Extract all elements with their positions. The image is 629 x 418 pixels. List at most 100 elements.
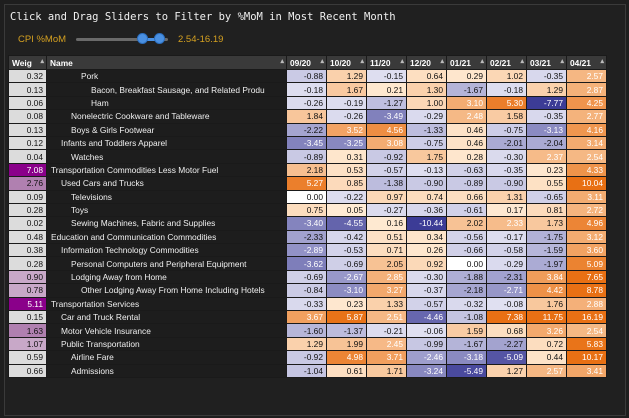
column-header-01-21[interactable]: 01/21 ▴ <box>446 55 487 70</box>
column-header-11-20[interactable]: 11/20 ▴ <box>366 55 407 70</box>
table-row[interactable]: 1.63 Motor Vehicle Insurance -1.60 -1.37 -0.… <box>8 323 607 338</box>
item-name-cell: Admissions <box>46 363 287 378</box>
mom-value-cell: 2.54 <box>566 323 607 338</box>
table-row[interactable]: 0.09 Televisions 0.00 -0.22 0.97 0.74 0.66 1.31… <box>8 189 607 204</box>
mom-value-cell: 1.29 <box>326 68 367 84</box>
table-row[interactable]: 0.32 Pork -0.88 1.29 -0.15 0.64 0.29 1.02 -0.35 2… <box>8 68 607 84</box>
column-header-label: Name <box>50 57 73 68</box>
slider-max-handle[interactable] <box>153 33 165 44</box>
table-row[interactable]: 0.28 Personal Computers and Peripheral Eq… <box>8 256 607 271</box>
mom-value-cell: 2.88 <box>566 296 607 312</box>
mom-value-cell: 2.05 <box>366 256 407 271</box>
sort-icon[interactable]: ▴ <box>600 58 604 65</box>
mom-value-cell: -0.58 <box>486 243 527 258</box>
mom-value-cell: 1.00 <box>406 95 447 111</box>
column-header-02-21[interactable]: 02/21 ▴ <box>486 55 527 70</box>
mom-value-cell: 0.00 <box>286 189 327 204</box>
table-row[interactable]: 0.04 Watches -0.89 0.31 -0.92 1.75 0.28 -0.30 2.… <box>8 149 607 164</box>
sort-icon[interactable]: ▴ <box>440 58 444 65</box>
mom-value-cell: 0.51 <box>366 229 407 245</box>
mom-value-cell: 3.08 <box>366 135 407 151</box>
table-row[interactable]: 0.59 Airline Fare -0.92 4.98 3.71 -2.46 -3.18-… <box>8 350 607 365</box>
table-row[interactable]: 0.28 Toys 0.75 0.05 -0.27 -0.36 -0.61 0.17 0.81 2… <box>8 202 607 218</box>
weight-cell: 5.11 <box>8 296 47 312</box>
mom-value-cell: -1.88 <box>446 269 487 285</box>
mom-value-cell: -0.15 <box>366 68 407 84</box>
mom-value-cell: -2.01 <box>486 135 527 151</box>
column-header-label: Weig <box>12 57 32 68</box>
column-header-03-21[interactable]: 03/21 ▴ <box>526 55 567 70</box>
table-row[interactable]: 7.08 Transportation Commodities Less Moto… <box>8 162 607 178</box>
sort-icon[interactable]: ▴ <box>560 58 564 65</box>
mom-value-cell: -0.32 <box>446 296 487 312</box>
table-row[interactable]: 0.66 Admissions -1.04 0.61 1.71 -3.24 -5.49 1.2… <box>8 363 607 378</box>
table-row[interactable]: 0.13 Boys & Girls Footwear -2.22 3.52 4.56 -1… <box>8 122 607 137</box>
column-header-label: 09/20 <box>290 57 311 68</box>
table-row[interactable]: 2.76 Used Cars and Trucks 5.27 0.85 -1.38 -0.… <box>8 176 607 191</box>
table-row[interactable]: 0.08 Nonelectric Cookware and Tableware 1.… <box>8 109 607 124</box>
mom-value-cell: 4.42 <box>526 283 567 298</box>
sort-icon[interactable]: ▴ <box>320 58 324 65</box>
table-row[interactable]: 0.12 Infants and Toddlers Apparel -3.45 -3.… <box>8 135 607 151</box>
mom-value-cell: 1.33 <box>366 296 407 312</box>
mom-value-cell: -2.89 <box>286 243 327 258</box>
table-row[interactable]: 0.38 Information Technology Commodities -2… <box>8 243 607 258</box>
item-name-cell: Personal Computers and Peripheral Equipm… <box>46 256 287 271</box>
mom-value-cell: -0.21 <box>366 323 407 338</box>
item-name-cell: Bacon, Breakfast Sausage, and Related Pr… <box>46 82 287 97</box>
item-name-cell: Nonelectric Cookware and Tableware <box>46 109 287 124</box>
table-row[interactable]: 5.11 Transportation Services -0.33 0.23 1.33… <box>8 296 607 312</box>
mom-value-cell: 1.73 <box>526 216 567 231</box>
table-row[interactable]: 0.15 Car and Truck Rental 3.67 5.87 2.51 -4.4… <box>8 310 607 325</box>
column-header-label: 01/21 <box>450 57 471 68</box>
mom-value-cell: 3.41 <box>566 363 607 378</box>
mom-value-cell: -0.88 <box>286 68 327 84</box>
mom-value-cell: 1.29 <box>286 336 327 352</box>
table-row[interactable]: 0.13 Bacon, Breakfast Sausage, and Relate… <box>8 82 607 97</box>
sort-icon[interactable]: ▴ <box>360 58 364 65</box>
weight-cell: 1.07 <box>8 336 47 352</box>
item-name-cell: Transportation Services <box>46 296 287 312</box>
mom-value-cell: 0.23 <box>326 296 367 312</box>
mom-value-cell: -3.10 <box>326 283 367 298</box>
column-header-weight[interactable]: Weig ▴ <box>8 55 47 70</box>
column-header-10-20[interactable]: 10/20 ▴ <box>326 55 367 70</box>
sort-icon[interactable]: ▴ <box>400 58 404 65</box>
column-header-12-20[interactable]: 12/20 ▴ <box>406 55 447 70</box>
mom-value-cell: 0.92 <box>406 256 447 271</box>
table-row[interactable]: 0.06 Ham -0.26 -0.19 -1.27 1.00 3.10 5.30 -7.77 4… <box>8 95 607 111</box>
table-row[interactable]: 0.02 Sewing Machines, Fabric and Supplies… <box>8 216 607 231</box>
table-row[interactable]: 0.78 Other Lodging Away From Home Includi… <box>8 283 607 298</box>
table-row[interactable]: 0.90 Lodging Away from Home -0.69 -2.67 2.85… <box>8 269 607 285</box>
sort-icon[interactable]: ▴ <box>520 58 524 65</box>
sort-icon[interactable]: ▴ <box>40 58 44 65</box>
mom-value-cell: 0.26 <box>406 243 447 258</box>
column-header-04-21[interactable]: 04/21 ▴ <box>566 55 607 70</box>
mom-value-cell: -0.35 <box>526 68 567 84</box>
mom-value-cell: 0.05 <box>326 202 367 218</box>
mom-value-cell: -0.90 <box>406 176 447 191</box>
table-row[interactable]: 0.48 Education and Communication Commodit… <box>8 229 607 245</box>
table-header-row: Weig ▴ Name ▴ 09/20 ▴ 10/20 ▴ 11/20 ▴ 12/20 ▴ 01/21 ▴… <box>8 55 607 70</box>
column-header-name[interactable]: Name ▴ <box>46 55 287 70</box>
mom-value-cell: -0.19 <box>326 95 367 111</box>
mom-value-cell: 4.98 <box>326 350 367 365</box>
mom-value-cell: -1.38 <box>366 176 407 191</box>
column-header-09-20[interactable]: 09/20 ▴ <box>286 55 327 70</box>
cpi-range-slider[interactable] <box>76 33 168 44</box>
mom-value-cell: 5.83 <box>566 336 607 352</box>
mom-value-cell: -0.66 <box>446 243 487 258</box>
mom-value-cell: -2.18 <box>446 283 487 298</box>
mom-value-cell: -0.30 <box>486 149 527 164</box>
mom-value-cell: -0.53 <box>326 243 367 258</box>
weight-cell: 0.06 <box>8 95 47 111</box>
sort-icon[interactable]: ▴ <box>280 58 284 65</box>
mom-value-cell: 0.00 <box>446 256 487 271</box>
mom-value-cell: 0.23 <box>526 162 567 178</box>
mom-value-cell: -0.26 <box>286 95 327 111</box>
sort-icon[interactable]: ▴ <box>480 58 484 65</box>
slider-min-handle[interactable] <box>137 33 149 44</box>
mom-value-cell: -7.77 <box>526 95 567 111</box>
mom-value-cell: 0.97 <box>366 189 407 204</box>
table-row[interactable]: 1.07 Public Transportation 1.29 1.99 2.45 -0.… <box>8 336 607 352</box>
